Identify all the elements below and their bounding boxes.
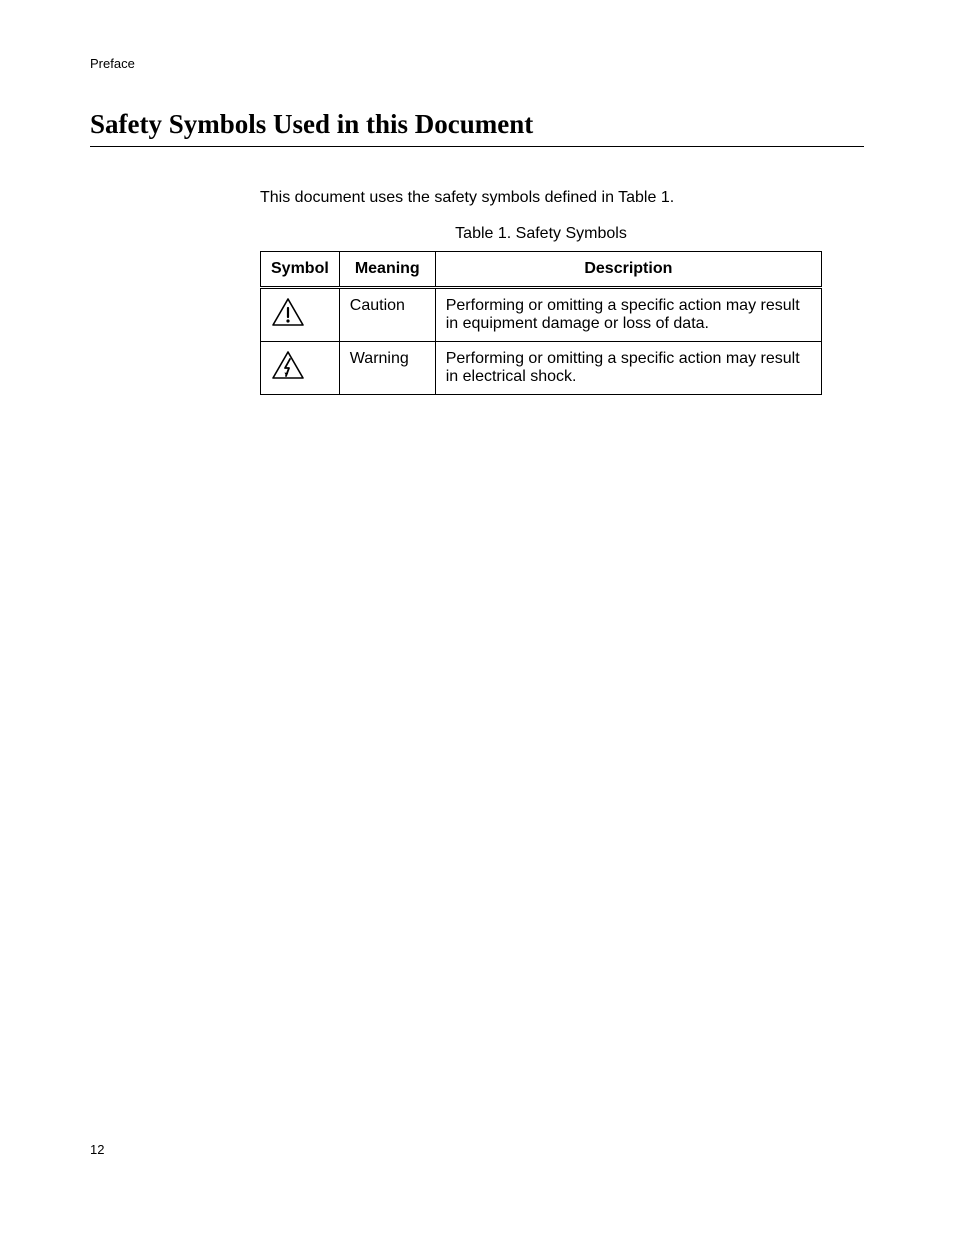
table-row: Caution Performing or omitting a specifi… xyxy=(261,288,822,342)
meaning-cell: Caution xyxy=(339,288,435,342)
col-header-meaning: Meaning xyxy=(339,252,435,288)
description-cell: Performing or omitting a specific action… xyxy=(435,288,821,342)
table-header-row: Symbol Meaning Description xyxy=(261,252,822,288)
symbol-cell xyxy=(261,288,340,342)
caution-triangle-icon xyxy=(271,297,305,327)
description-cell: Performing or omitting a specific action… xyxy=(435,342,821,395)
safety-symbols-table: Symbol Meaning Description Caution Perfo… xyxy=(260,251,822,395)
table-caption: Table 1. Safety Symbols xyxy=(260,225,822,243)
table-row: Warning Performing or omitting a specifi… xyxy=(261,342,822,395)
warning-triangle-bolt-icon xyxy=(271,350,305,380)
col-header-symbol: Symbol xyxy=(261,252,340,288)
col-header-description: Description xyxy=(435,252,821,288)
meaning-cell: Warning xyxy=(339,342,435,395)
document-page: Preface Safety Symbols Used in this Docu… xyxy=(0,0,954,395)
running-head: Preface xyxy=(90,56,864,71)
page-number: 12 xyxy=(90,1142,104,1157)
section-title: Safety Symbols Used in this Document xyxy=(90,109,864,147)
symbol-cell xyxy=(261,342,340,395)
intro-paragraph: This document uses the safety symbols de… xyxy=(260,189,864,207)
